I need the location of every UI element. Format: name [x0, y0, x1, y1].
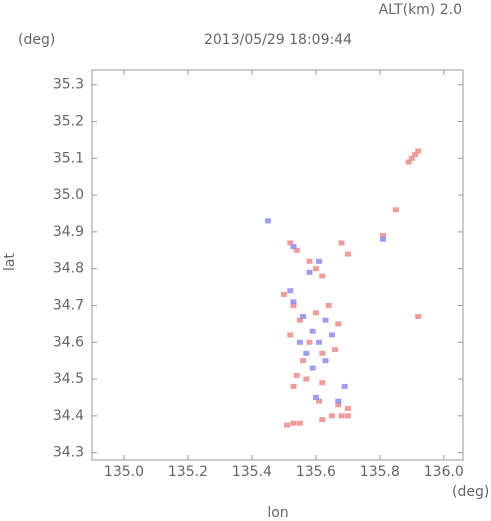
- echo-point: [312, 394, 319, 400]
- echo-point: [380, 236, 387, 242]
- echo-point: [344, 251, 351, 257]
- echo-point: [306, 339, 313, 345]
- y-tick-label: 34.9: [53, 224, 84, 240]
- echo-point: [335, 398, 342, 404]
- x-unit: (deg): [452, 484, 489, 500]
- x-tick-label: 136.0: [424, 464, 464, 480]
- y-tick-label: 34.6: [53, 334, 84, 350]
- echo-point: [341, 383, 348, 389]
- echo-point: [408, 155, 415, 161]
- echo-point: [290, 383, 297, 389]
- echo-point: [306, 269, 313, 275]
- y-tick-label: 34.8: [53, 261, 84, 277]
- echo-point: [300, 358, 307, 364]
- echo-point: [344, 413, 351, 419]
- echo-point: [319, 273, 326, 279]
- echo-point: [380, 233, 387, 239]
- echo-point: [319, 380, 326, 386]
- x-axis-label: lon: [267, 505, 288, 521]
- y-tick-label: 35.0: [53, 187, 84, 203]
- y-axis-label: lat: [2, 253, 18, 271]
- echo-point: [332, 347, 339, 353]
- echo-point: [316, 258, 323, 264]
- y-unit: (deg): [18, 32, 55, 48]
- altitude-label: ALT(km) 2.0: [379, 2, 462, 18]
- echo-point: [264, 218, 271, 224]
- echo-point: [325, 302, 332, 308]
- echo-point: [284, 422, 291, 428]
- echo-point: [319, 350, 326, 356]
- x-tick-label: 135.8: [360, 464, 400, 480]
- echo-point: [335, 402, 342, 408]
- echo-point: [287, 332, 294, 338]
- echo-point: [312, 310, 319, 316]
- echo-point: [316, 398, 323, 404]
- x-tick-label: 135.2: [168, 464, 208, 480]
- echo-point: [319, 417, 326, 423]
- x-tick-label: 135.4: [232, 464, 272, 480]
- echo-point: [338, 240, 345, 246]
- echo-point: [290, 302, 297, 308]
- echo-point: [415, 148, 422, 154]
- echo-point: [300, 314, 307, 320]
- echo-point: [290, 420, 297, 426]
- echo-point: [290, 299, 297, 305]
- echo-point: [392, 207, 399, 213]
- y-tick-label: 34.5: [53, 371, 84, 387]
- y-tick-label: 34.7: [53, 297, 84, 313]
- echo-point: [296, 317, 303, 323]
- echo-point: [335, 321, 342, 327]
- echo-point: [293, 372, 300, 378]
- plot-frame: [91, 69, 464, 461]
- echo-point: [415, 314, 422, 320]
- echo-point: [290, 244, 297, 250]
- chart-title: 2013/05/29 18:09:44: [204, 32, 352, 48]
- echo-point: [338, 413, 345, 419]
- echo-point: [322, 317, 329, 323]
- echo-point: [303, 376, 310, 382]
- y-tick-label: 34.3: [53, 445, 84, 461]
- y-tick-label: 34.4: [53, 408, 84, 424]
- echo-point: [412, 152, 419, 158]
- echo-point: [312, 266, 319, 272]
- echo-point: [306, 258, 313, 264]
- echo-point: [296, 420, 303, 426]
- echo-point: [287, 240, 294, 246]
- y-tick-label: 35.1: [53, 150, 84, 166]
- echo-point: [328, 332, 335, 338]
- echo-point: [287, 288, 294, 294]
- echo-point: [296, 339, 303, 345]
- y-tick-label: 35.2: [53, 114, 84, 130]
- echo-point: [280, 291, 287, 297]
- echo-point: [293, 247, 300, 253]
- echo-point: [303, 350, 310, 356]
- x-tick-label: 135.0: [104, 464, 144, 480]
- y-tick-label: 35.3: [53, 77, 84, 93]
- echo-point: [309, 365, 316, 371]
- echo-point: [316, 339, 323, 345]
- x-tick-label: 135.6: [296, 464, 336, 480]
- echo-point: [309, 328, 316, 334]
- echo-point: [322, 358, 329, 364]
- echo-point: [405, 159, 412, 165]
- echo-point: [344, 405, 351, 411]
- echo-point: [328, 413, 335, 419]
